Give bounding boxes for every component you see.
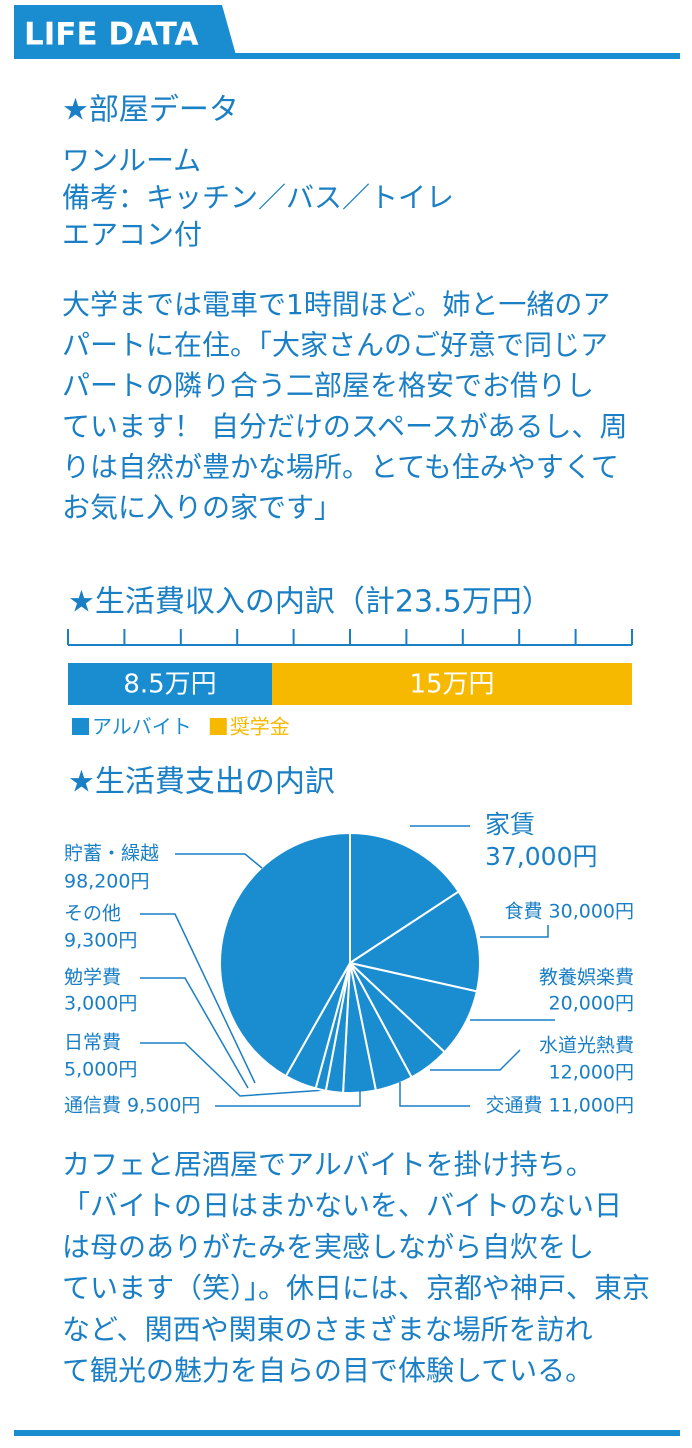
slice-value: 11,000円: [549, 1095, 634, 1117]
pie-slice: [347, 890, 481, 993]
paragraph-line: りは自然が豊かな場所。とても住みやすくて: [62, 450, 619, 483]
header-title: LIFE DATA: [24, 17, 198, 53]
room-line: ワンルーム: [62, 144, 201, 177]
bar-label: 15万円: [409, 670, 494, 700]
footer-rule: [14, 1430, 680, 1436]
slice-name: 食費: [505, 901, 543, 923]
paragraph-line: カフェと居酒屋でアルバイトを掛け持ち。: [62, 1148, 594, 1181]
bar-segment: [272, 663, 632, 705]
slice-value: 3,000円: [64, 993, 137, 1015]
pie-slice: [349, 831, 461, 965]
slice-name: 家賃: [485, 810, 535, 839]
chart-title: ★生活費収入の内訳（計23.5万円）: [68, 585, 552, 620]
slice-name: その他: [64, 903, 121, 925]
chart-title: ★生活費支出の内訳: [68, 765, 335, 800]
slice-name: 勉学費: [64, 967, 121, 989]
legend-swatch: [72, 718, 89, 735]
slice-value: 5,000円: [64, 1059, 137, 1081]
slice-name: 交通費: [486, 1095, 543, 1117]
paragraph-line: は母のありがたみを実感しながら自炊をし: [62, 1230, 594, 1263]
slice-name: 通信費: [64, 1095, 121, 1117]
paragraph-line: ています！ 自分だけのスペースがあるし、周: [62, 410, 628, 443]
leader-line: [140, 913, 256, 1084]
paragraph-line: お気に入りの家です」: [62, 491, 342, 524]
pie-slice: [219, 831, 351, 1078]
slice-value: 37,000円: [485, 842, 597, 871]
leader-line: [140, 977, 249, 1089]
header-rule: [14, 53, 680, 59]
paragraph-line: て観光の魅力を自らの目で体験している。: [62, 1354, 593, 1387]
room-line: エアコン付: [62, 218, 202, 251]
paragraph-line: ています（笑）」。休日には、京都や神戸、東京: [62, 1272, 650, 1305]
legend-label: 奨学金: [230, 715, 290, 739]
leader-line: [430, 1049, 521, 1071]
header-band: [14, 5, 236, 55]
bar-segment: [68, 663, 272, 705]
slice-value: 12,000円: [549, 1062, 634, 1084]
slice-name: 水道光熱費: [539, 1035, 634, 1057]
paragraph-line: パートに在住。「大家さんのご好意で同じア: [62, 329, 608, 362]
leader-line: [140, 1042, 326, 1097]
slice-name: 貯蓄・繰越: [64, 843, 159, 865]
room-line: 備考：キッチン／バス／トイレ: [62, 181, 454, 214]
section-title: ★部屋データ: [62, 93, 239, 128]
leader-line: [399, 1082, 470, 1107]
slice-value: 9,300円: [64, 930, 137, 952]
slice-value: 30,000円: [549, 901, 634, 923]
paragraph-line: パートの隣り合う二部屋を格安でお借りし: [62, 369, 594, 402]
leader-line: [480, 925, 549, 938]
slice-value: 20,000円: [549, 993, 634, 1015]
slice-value: 9,500円: [127, 1095, 200, 1117]
slice-name: 日常費: [64, 1032, 121, 1054]
slice-name: 教養娯楽費: [539, 967, 634, 989]
slice-value: 98,200円: [64, 871, 149, 893]
paragraph-line: など、関西や関東のさまざまな場所を訪れ: [62, 1313, 593, 1346]
leader-line: [215, 1090, 361, 1107]
leader-line: [175, 853, 263, 869]
paragraph-line: 大学までは電車で1時間ほど。姉と一緒のア: [62, 288, 610, 321]
bar-label: 8.5万円: [123, 670, 216, 700]
paragraph-line: 「バイトの日はまかないを、バイトのない日: [62, 1189, 622, 1222]
legend-label: アルバイト: [92, 715, 192, 739]
legend-swatch: [209, 718, 227, 735]
